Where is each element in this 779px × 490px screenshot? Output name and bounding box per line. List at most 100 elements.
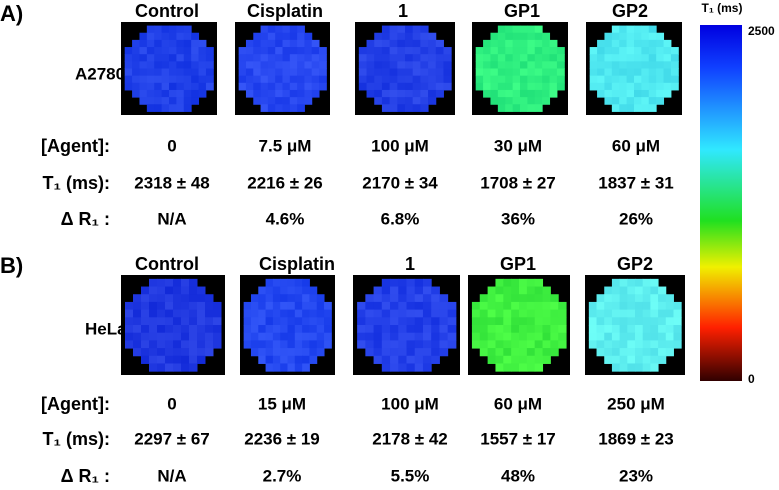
image-pixel [435, 89, 444, 98]
image-pixel [381, 104, 391, 112]
image-pixel [141, 309, 150, 318]
image-pixel [526, 325, 536, 334]
image-pixel [176, 75, 185, 84]
image-pixel [205, 75, 214, 84]
image-pixel [414, 309, 424, 318]
image-pixel [373, 294, 383, 303]
image-pixel [519, 332, 528, 341]
image-pixel [260, 89, 269, 98]
image-pixel [287, 355, 296, 364]
image-pixel [475, 68, 484, 77]
image-pixel [125, 325, 134, 334]
cell-value: 1837 ± 31 [598, 173, 674, 192]
image-pixel [658, 309, 667, 318]
image-pixel [505, 61, 514, 69]
image-pixel [670, 61, 679, 69]
image-pixel [316, 294, 325, 303]
image-pixel [549, 75, 558, 84]
image-pixel [511, 348, 520, 357]
image-pixel [619, 97, 628, 105]
image-pixel [428, 89, 437, 98]
image-pixel [550, 348, 559, 357]
image-pixel [495, 355, 504, 364]
image-pixel [420, 104, 429, 112]
image-pixel [146, 54, 155, 62]
image-pixel [648, 32, 657, 41]
image-pixel [389, 61, 398, 69]
image-pixel [641, 39, 650, 48]
image-pixel [641, 75, 650, 84]
image-pixel [483, 61, 491, 69]
image-pixel [627, 317, 636, 326]
image-pixel [487, 286, 496, 295]
image-pixel [642, 309, 651, 318]
image-pixel [157, 340, 166, 349]
image-pixel [294, 309, 303, 318]
image-pixel [414, 301, 424, 311]
image-pixel [191, 89, 200, 98]
cell-value: 2178 ± 42 [372, 429, 448, 448]
image-pixel [245, 61, 254, 69]
image-pixel [302, 355, 310, 364]
image-pixel [154, 68, 163, 77]
image-pixel [619, 89, 628, 98]
colorbar-title: T₁ (ms) [702, 1, 743, 15]
image-pixel [542, 355, 551, 364]
image-pixel [365, 332, 375, 341]
image-pixel [302, 363, 310, 372]
image-pixel [558, 325, 567, 334]
image-pixel [169, 32, 177, 41]
image-pixel [181, 325, 190, 334]
image-pixel [534, 363, 544, 372]
cell-value: 250 μM [607, 394, 665, 413]
cell-value: 30 μM [494, 136, 542, 155]
image-pixel [447, 317, 457, 326]
image-pixel [154, 97, 163, 105]
image-pixel [619, 332, 628, 341]
image-pixel [619, 309, 628, 318]
image-pixel [309, 348, 318, 357]
image-pixel [275, 39, 283, 48]
cell-value: N/A [157, 209, 186, 228]
image-pixel [161, 39, 170, 48]
image-pixel [397, 82, 406, 91]
image-pixel [243, 340, 252, 349]
image-pixel [503, 309, 512, 318]
image-pixel [627, 294, 636, 303]
image-pixel [420, 39, 429, 48]
image-pixel [173, 355, 182, 364]
cell-value: 48% [501, 466, 535, 485]
image-pixel [373, 317, 383, 326]
image-pixel [381, 61, 391, 69]
image-pixel [389, 47, 398, 55]
image-pixel [149, 348, 158, 357]
image-pixel [483, 89, 491, 98]
image-pixel [604, 332, 613, 341]
image-pixel [357, 332, 366, 341]
image-pixel [205, 340, 214, 349]
image-pixel [238, 82, 247, 91]
image-pixel [475, 47, 484, 55]
image-pixel [542, 54, 551, 62]
image-pixel [512, 82, 521, 91]
column-header: Cisplatin [247, 1, 323, 21]
image-pixel [198, 61, 207, 69]
cell-value: 2297 ± 67 [134, 429, 210, 448]
image-pixel [365, 294, 375, 303]
image-pixel [634, 68, 642, 77]
image-pixel [642, 301, 651, 311]
image-pixel [197, 355, 206, 364]
image-pixel [431, 309, 440, 318]
image-pixel [189, 278, 198, 288]
cell-value: 0 [167, 136, 176, 155]
image-pixel [642, 348, 651, 357]
image-pixel [479, 294, 489, 303]
image-pixel [205, 309, 214, 318]
image-pixel [250, 340, 259, 349]
image-pixel [358, 47, 368, 55]
image-pixel [422, 278, 432, 288]
image-pixel [588, 301, 598, 311]
image-pixel [311, 61, 320, 69]
image-pixel [275, 75, 283, 84]
image-pixel [542, 61, 551, 69]
